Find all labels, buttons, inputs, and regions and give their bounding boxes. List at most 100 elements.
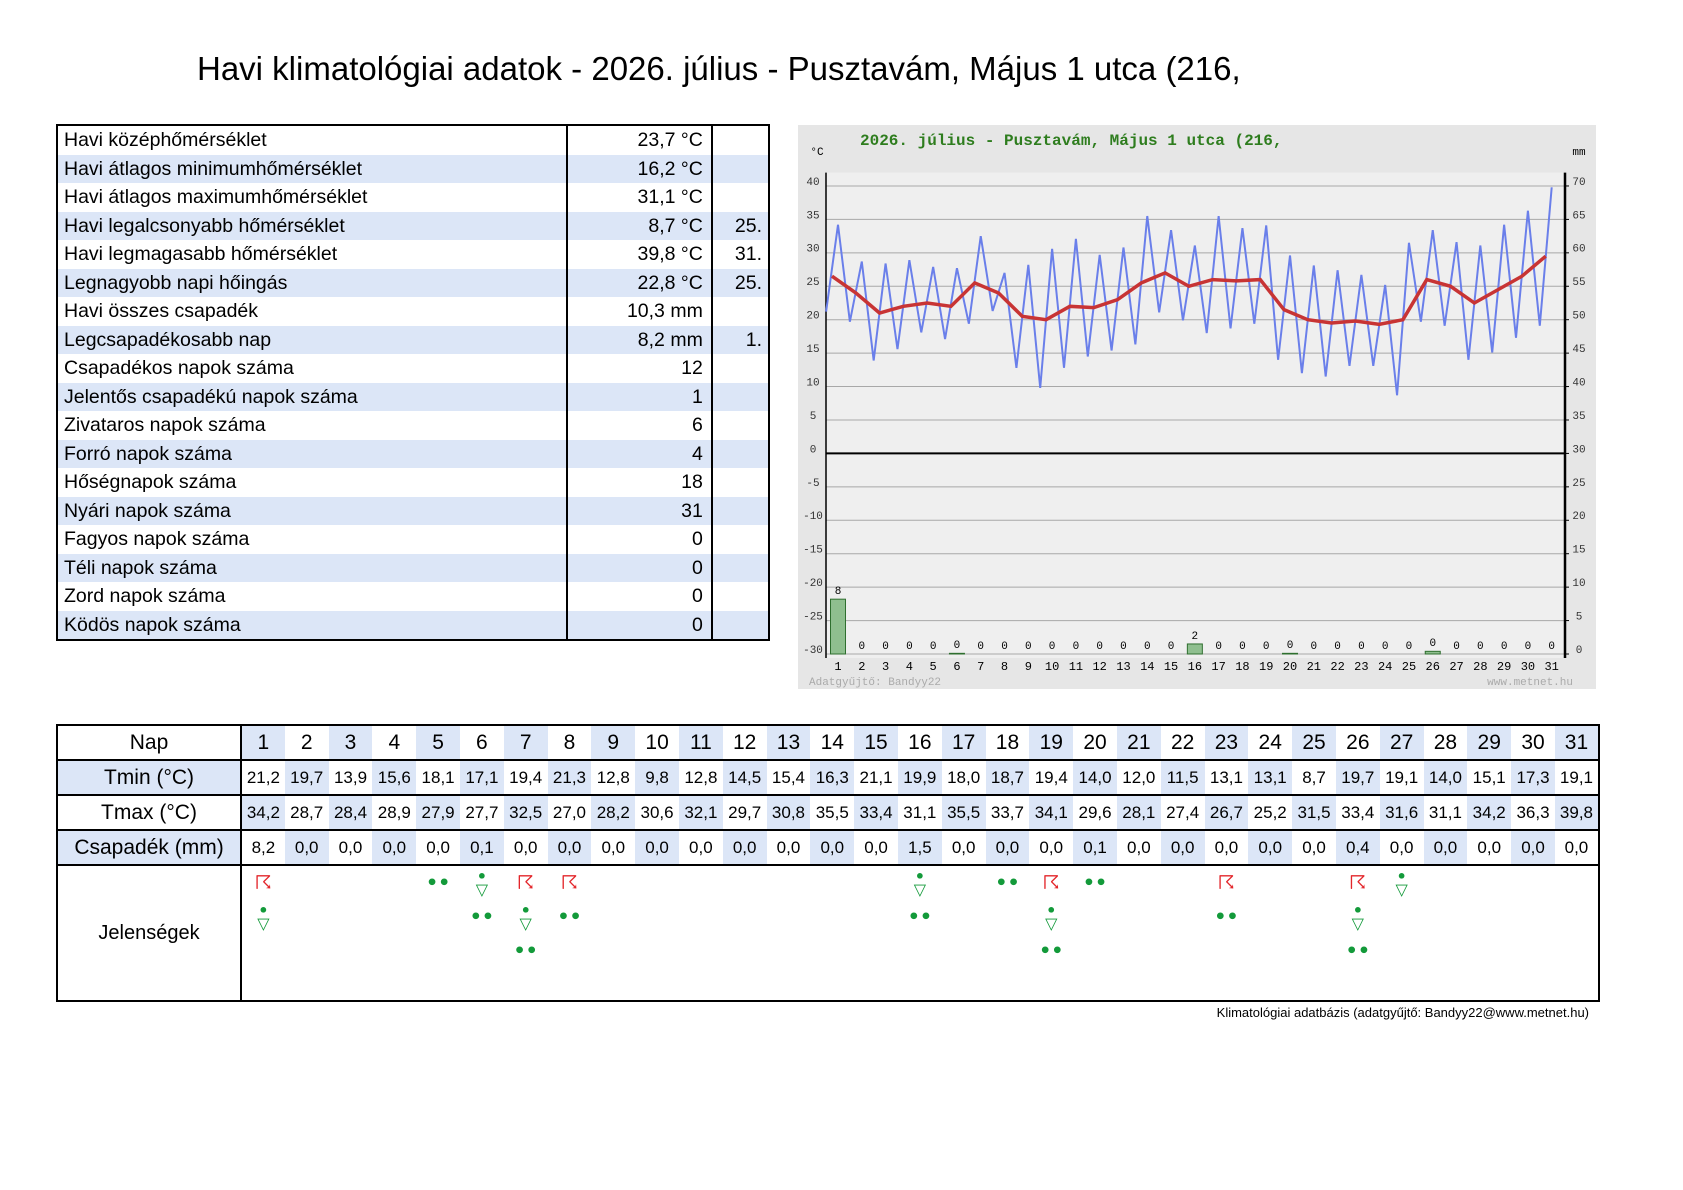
bar-value-label: 0	[882, 641, 889, 653]
daily-value: 0,0	[1204, 830, 1249, 866]
x-tick-label: 10	[1045, 660, 1059, 674]
x-tick-label: 8	[1001, 660, 1008, 674]
day-number: 7	[503, 725, 548, 761]
x-tick-label: 21	[1307, 660, 1321, 674]
bar-value-label: 0	[906, 641, 913, 653]
summary-row: Csapadékos napok száma 12	[57, 354, 769, 383]
daily-value: 0,1	[459, 830, 504, 866]
summary-row: Ködös napok száma 0	[57, 610, 769, 640]
daily-value: 33,4	[1335, 795, 1380, 831]
daily-value: 39,8	[1554, 795, 1599, 831]
daily-value: 31,1	[1423, 795, 1468, 831]
daily-header-row: Nap 1 2 3 4 5 6 7 8 9 10 11 12 13 14 15 16 17 18 19 20 21 22 23…	[57, 725, 1599, 761]
summary-value: 23,7 °C	[567, 125, 713, 155]
summary-value: 16,2 °C	[567, 154, 713, 183]
x-tick-label: 24	[1378, 660, 1392, 674]
precip-bar	[948, 652, 965, 655]
bar-value-label: 0	[1501, 641, 1508, 653]
y-tick-label: -20	[803, 578, 823, 590]
summary-row: Forró napok száma 4	[57, 439, 769, 468]
daily-value: 35,5	[810, 795, 855, 831]
summary-row: Fagyos napok száma 0	[57, 525, 769, 554]
phenomena-row: Jelenségek ☈ • ▽ •• • ▽ •• ☈ • ▽ •• ☈ •• • ▽ •• •• ☈ • …	[57, 865, 1599, 1001]
x-tick-label: 7	[977, 660, 984, 674]
daily-value: 0,0	[722, 830, 767, 866]
watermark: Adatgyűjtő: Bandyy22	[809, 677, 941, 689]
daily-value: 27,4	[1160, 795, 1205, 831]
y-axis-label: °C	[810, 147, 824, 159]
x-tick-label: 11	[1069, 660, 1083, 674]
bar-value-label: 0	[1073, 641, 1080, 653]
summary-day-empty	[712, 125, 769, 155]
y-tick-label: 20	[806, 311, 819, 323]
y-tick-label: 35	[806, 210, 819, 222]
day-number: 8	[547, 725, 592, 761]
y-tick-label: 0	[810, 444, 817, 456]
day-number: 30	[1511, 725, 1555, 761]
summary-day-empty	[712, 525, 769, 554]
day-number: 1	[241, 725, 285, 761]
phenomena-label: Jelenségek	[57, 865, 242, 1001]
x-tick-label: 9	[1025, 660, 1032, 674]
weather-symbol: ••	[469, 906, 495, 928]
phenomena-cell	[1555, 865, 1599, 1001]
daily-value: 0,0	[1379, 830, 1424, 866]
daily-value: 8,2	[241, 830, 285, 866]
weather-symbol: • ▽	[1045, 901, 1058, 933]
summary-label: Zivataros napok száma	[57, 411, 569, 440]
daily-value: 0,0	[503, 830, 548, 866]
daily-row-label: Tmin (°C)	[57, 760, 242, 796]
weather-symbol: ••	[1345, 940, 1370, 962]
bar-value-label: 0	[1453, 641, 1460, 653]
bar-value-label: 0	[1049, 641, 1056, 653]
daily-value: 0,0	[1554, 830, 1599, 866]
daily-value: 9,8	[635, 760, 679, 796]
weather-symbol: ☈	[1042, 872, 1060, 894]
phenomena-cell: ••	[1073, 865, 1117, 1001]
daily-value: 27,0	[547, 795, 592, 831]
weather-symbol: ••	[513, 940, 538, 962]
y2-tick-label: 10	[1572, 578, 1585, 590]
summary-row: Nyári napok száma 31	[57, 496, 769, 525]
day-number: 9	[591, 725, 636, 761]
summary-label: Zord napok száma	[57, 582, 569, 611]
x-tick-label: 14	[1140, 660, 1154, 674]
daily-value: 33,4	[854, 795, 898, 831]
daily-value: 12,8	[678, 760, 723, 796]
summary-value: 1	[567, 382, 713, 411]
day-number: 18	[985, 725, 1030, 761]
x-tick-label: 13	[1116, 660, 1130, 674]
bar-value-label: 0	[858, 641, 865, 653]
summary-value: 6	[567, 411, 713, 440]
y2-tick-label: 30	[1572, 444, 1585, 456]
x-tick-label: 26	[1426, 660, 1440, 674]
daily-value: 13,1	[1248, 760, 1293, 796]
summary-value: 0	[567, 553, 713, 582]
summary-label: Havi legmagasabb hőmérséklet	[57, 240, 569, 269]
daily-value: 19,1	[1379, 760, 1424, 796]
weather-symbol: ☈	[254, 872, 272, 894]
y2-tick-label: 65	[1572, 210, 1585, 222]
x-tick-label: 15	[1164, 660, 1178, 674]
phenomena-cell: • ▽	[1380, 865, 1424, 1001]
daily-value: 0,0	[1029, 830, 1074, 866]
weather-symbol: ☈	[1217, 872, 1235, 894]
x-tick-label: 3	[882, 660, 889, 674]
y2-tick-label: 40	[1572, 377, 1585, 389]
weather-symbol: • ▽	[257, 901, 270, 933]
phenomena-cell	[285, 865, 329, 1001]
daily-value: 0,0	[547, 830, 592, 866]
daily-value: 36,3	[1511, 795, 1555, 831]
bar-value-label: 0	[1287, 640, 1294, 652]
bar-value-label: 0	[1168, 641, 1175, 653]
daily-value: 32,1	[678, 795, 723, 831]
precip-bar	[1424, 650, 1441, 655]
daily-value: 18,1	[416, 760, 460, 796]
weather-symbol: ••	[425, 872, 451, 894]
daily-value: 15,1	[1467, 760, 1512, 796]
weather-symbol: • ▽	[1351, 901, 1364, 933]
daily-value: 0,0	[941, 830, 986, 866]
daily-value: 19,4	[1029, 760, 1074, 796]
x-tick-label: 2	[858, 660, 865, 674]
summary-row: Havi összes csapadék 10,3 mm	[57, 297, 769, 326]
